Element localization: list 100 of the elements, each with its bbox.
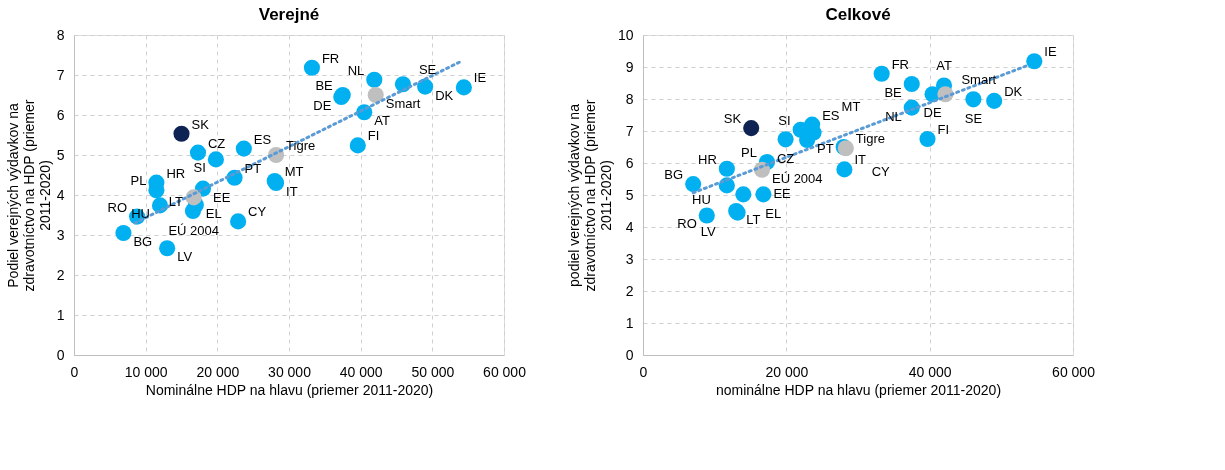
annotation: PT (244, 160, 262, 176)
x-tick-label: 20 000 (196, 363, 240, 380)
point (919, 130, 936, 148)
annotation: IT (286, 184, 298, 199)
annotation: EE (773, 186, 792, 202)
point (207, 151, 224, 168)
x-axis-title: nominálne HDP na hlavu (priemer 2011-2020) (715, 381, 1002, 398)
y-tick-label: 8 (56, 26, 65, 43)
annotation: SE (418, 61, 437, 77)
annotation: ES (253, 131, 272, 147)
point (735, 186, 752, 203)
chart-title: Verejné (258, 5, 320, 24)
annotation: LV (177, 249, 193, 265)
y-tick-label: 1 (625, 314, 634, 331)
point (777, 131, 794, 148)
annotation: HU (692, 191, 711, 207)
y-tick-label: 5 (56, 146, 65, 163)
annotation: Smart (385, 96, 421, 111)
annotation: EE (213, 189, 231, 205)
y-tick-label: 7 (625, 122, 634, 139)
annotation: SI (778, 112, 791, 128)
point (189, 144, 207, 161)
annotation: IT (854, 152, 866, 168)
y-tick-label: 4 (56, 186, 65, 203)
x-tick-label: 50 000 (411, 363, 455, 380)
point (986, 92, 1003, 109)
x-tick-label: 0 (639, 363, 648, 380)
point (366, 71, 383, 88)
point (685, 176, 702, 193)
point (115, 224, 132, 242)
y-tick-label: 0 (625, 346, 634, 363)
annotation: EÚ 2004 (771, 170, 823, 186)
annotation: FI (367, 128, 380, 144)
annotation: AT (374, 113, 390, 129)
x-tick-label: 30 000 (268, 363, 312, 380)
annotation: PL (741, 145, 757, 161)
point (698, 207, 715, 224)
point (159, 240, 176, 257)
x-tick-label: 10 000 (124, 363, 168, 380)
y-tick-label: 3 (56, 226, 65, 243)
annotation: FR (321, 50, 340, 66)
x-tick-label: 40 000 (908, 363, 952, 380)
x-tick-label: 20 000 (765, 363, 809, 380)
annotation: HU (131, 206, 150, 222)
y-tick-label: 2 (56, 266, 65, 283)
annotation: PT (817, 140, 834, 156)
point (873, 65, 890, 82)
annotation: IE (1044, 44, 1057, 60)
y-tick-label: 1 (56, 306, 65, 323)
point (184, 202, 202, 220)
y-tick-label: 5 (625, 186, 634, 203)
annotation: RO (677, 216, 697, 232)
y-tick-label: 6 (56, 106, 65, 123)
x-tick-label: 40 000 (339, 363, 383, 380)
annotation: IE (473, 70, 487, 86)
y-tick-label: 4 (625, 218, 634, 235)
annotation: HR (698, 151, 717, 167)
point (173, 125, 190, 142)
annotation: Tigre (286, 138, 316, 153)
y-axis-title: podiel verejných výdavkov na zdravotníctvo na HDP (priemer 2011-2020) (565, 99, 614, 292)
annotation: NL (347, 62, 365, 78)
x-tick-label: 0 (70, 363, 79, 380)
y-tick-label: 9 (625, 58, 634, 75)
point (367, 86, 384, 104)
annotation: AT (936, 58, 952, 74)
y-tick-label: 10 (617, 26, 634, 43)
y-tick-label: 0 (56, 346, 65, 363)
x-tick-label: 60 000 (483, 363, 527, 380)
point (235, 140, 252, 157)
point (836, 161, 853, 178)
annotation: ES (822, 107, 840, 123)
y-tick-label: 8 (625, 90, 634, 107)
y-tick-label: 7 (56, 66, 65, 83)
annotation: BE (315, 78, 334, 93)
point (903, 75, 920, 93)
annotation: SI (193, 160, 206, 176)
y-tick-label: 6 (625, 154, 634, 171)
point (1026, 53, 1043, 70)
annotation: CY (248, 204, 267, 220)
annotation: BE (884, 84, 903, 100)
annotation: SK (723, 111, 742, 127)
annotation: BG (664, 167, 684, 183)
annotation: CZ (207, 135, 226, 151)
annotation: PL (130, 173, 147, 189)
annotation: LT (746, 212, 761, 227)
chart-title: Celkové (825, 5, 891, 24)
annotation: BG (133, 234, 153, 249)
annotation: DE (923, 105, 942, 121)
point (349, 137, 366, 154)
annotation: EL (765, 206, 782, 222)
annotation: DE (313, 98, 332, 113)
annotation: LV (700, 224, 716, 240)
annotation: CY (871, 164, 891, 180)
annotation: EÚ 2004 (168, 223, 219, 238)
annotation: DK (1004, 83, 1023, 99)
y-tick-label: 3 (625, 250, 634, 267)
annotation: SK (191, 116, 210, 132)
point (743, 120, 760, 137)
annotation: RO (107, 199, 128, 215)
annotation: MT (841, 99, 861, 115)
